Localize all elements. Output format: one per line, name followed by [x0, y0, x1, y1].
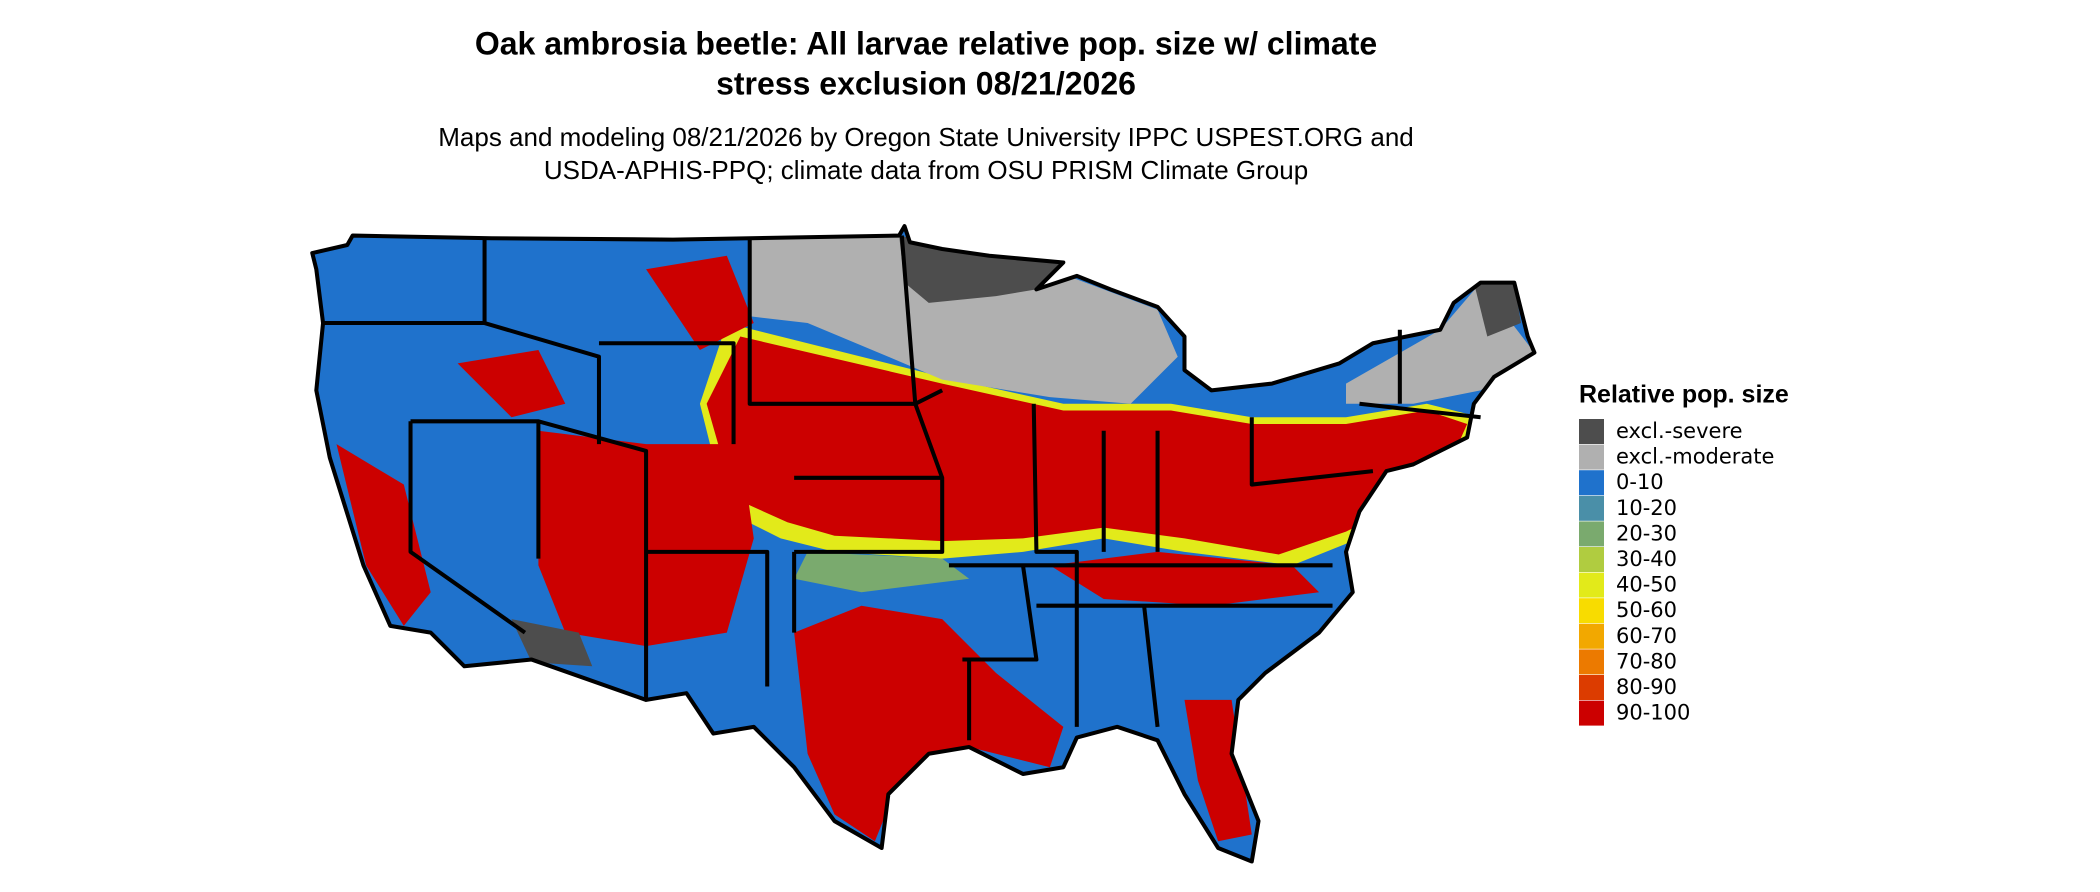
legend-label: 70-80	[1616, 649, 1677, 673]
legend-label: 60-70	[1616, 624, 1677, 648]
legend-label: 40-50	[1616, 573, 1677, 597]
legend-label: 90-100	[1616, 701, 1690, 725]
legend-swatch	[1579, 598, 1604, 624]
legend-label: 20-30	[1616, 521, 1677, 545]
legend-swatch	[1579, 444, 1604, 470]
legend-label: 80-90	[1616, 675, 1677, 699]
title: stress exclusion 08/21/2026	[716, 65, 1136, 101]
legend-title: Relative pop. size	[1579, 381, 1789, 409]
legend-swatch	[1579, 470, 1604, 496]
subtitle: Maps and modeling 08/21/2026 by Oregon S…	[438, 122, 1414, 152]
us-map	[296, 215, 1548, 888]
legend-swatch	[1579, 419, 1604, 444]
legend-swatch	[1579, 495, 1604, 521]
legend-label: 50-60	[1616, 598, 1677, 622]
legend-swatch	[1579, 623, 1604, 649]
subtitle: USDA-APHIS-PPQ; climate data from OSU PR…	[544, 155, 1308, 185]
legend: excl.-severeexcl.-moderate0-1010-2020-30…	[1579, 419, 1774, 726]
legend-swatch	[1579, 649, 1604, 675]
legend-swatch	[1579, 675, 1604, 700]
legend-label: excl.-moderate	[1616, 445, 1774, 469]
legend-swatch	[1579, 700, 1604, 726]
title: Oak ambrosia beetle: All larvae relative…	[475, 25, 1377, 61]
legend-label: 10-20	[1616, 496, 1677, 520]
legend-swatch	[1579, 547, 1604, 572]
legend-label: 0-10	[1616, 470, 1664, 494]
legend-label: excl.-severe	[1616, 419, 1743, 443]
legend-label: 30-40	[1616, 547, 1677, 571]
legend-swatch	[1579, 521, 1604, 547]
legend-swatch	[1579, 572, 1604, 598]
